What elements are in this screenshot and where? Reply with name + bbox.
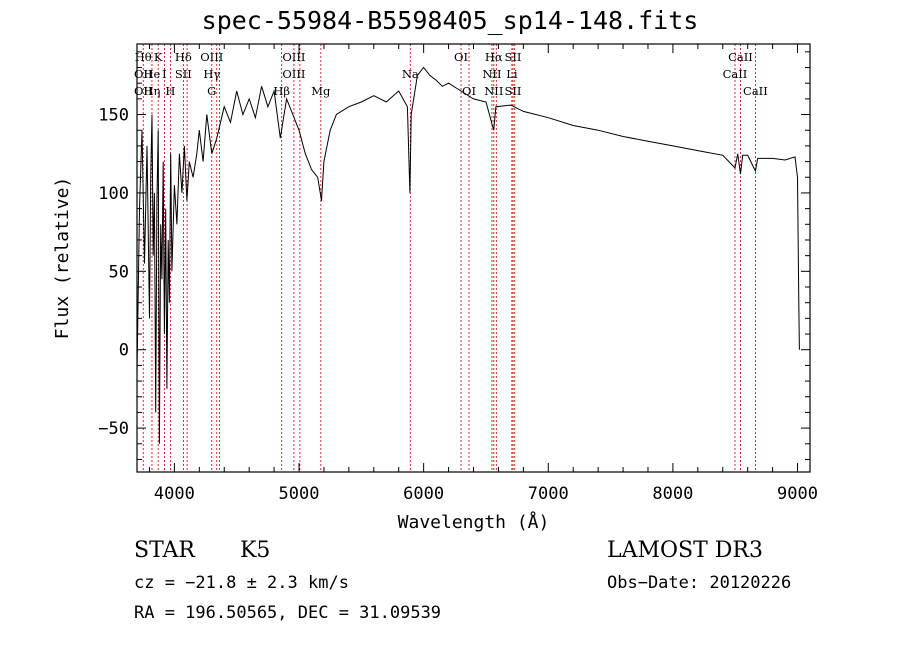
spectrum-line [136,66,800,444]
line-label: Hθ [135,50,152,64]
line-label: OIII [200,50,223,64]
line-label: CaII [723,67,748,81]
coordinates: RA = 196.50565, DEC = 31.09539 [134,603,442,623]
x-tick-label: 8000 [652,484,693,504]
x-tick-label: 6000 [403,484,444,504]
object-subclass: K5 [240,538,271,563]
x-tick-label: 5000 [279,484,320,504]
y-tick-label: 50 [109,262,129,282]
observation-date: Obs−Date: 20120226 [607,573,792,593]
line-label: OII [134,67,153,81]
y-tick-label: 100 [98,184,129,204]
line-label: Li [506,67,518,81]
x-axis-label: Wavelength (Å) [398,511,550,533]
x-tick-label: 7000 [528,484,569,504]
line-label: Na [402,67,419,81]
survey-name: LAMOST DR3 [607,538,763,563]
line-label: NII [482,67,501,81]
line-label: He [144,67,161,81]
line-label: CaII [728,50,753,64]
plot-frame [136,43,811,473]
line-label: Hδ [175,50,192,64]
line-label: K [154,50,163,64]
y-axis-label: Flux (relative) [52,177,73,340]
x-tick-label: 9000 [777,484,818,504]
line-label: OI [454,50,468,64]
redshift-value: cz = −21.8 ± 2.3 km/s [134,573,349,593]
y-axis: −50 0 50 100 150 [98,51,810,460]
y-tick-label: 150 [98,106,129,126]
line-label: Hη [143,84,160,98]
line-label: OIII [282,67,305,81]
line-label: Hβ [273,84,290,98]
line-label: Hγ [203,67,220,81]
line-label: OII [134,84,153,98]
y-tick-label: 0 [119,341,129,361]
x-tick-label: 4000 [154,484,195,504]
line-label: OI [462,84,476,98]
line-label: I [162,67,167,81]
line-label: Mg [311,84,331,98]
chart-title: spec-55984-B5598405_sp14-148.fits [201,6,699,35]
line-label: OIII [282,50,305,64]
line-label: SII [505,50,522,64]
line-label: G [207,84,216,98]
emission-line-markers [142,44,756,472]
line-label: SII [175,67,192,81]
line-label: H [165,84,175,98]
line-label: SII [505,84,522,98]
line-label: NII [484,84,503,98]
object-class: STAR [134,538,195,563]
line-label: CaII [743,84,768,98]
y-tick-label: −50 [98,419,129,439]
x-axis: 4000 5000 6000 7000 8000 9000 [148,44,818,504]
line-label: Hα [485,50,503,64]
